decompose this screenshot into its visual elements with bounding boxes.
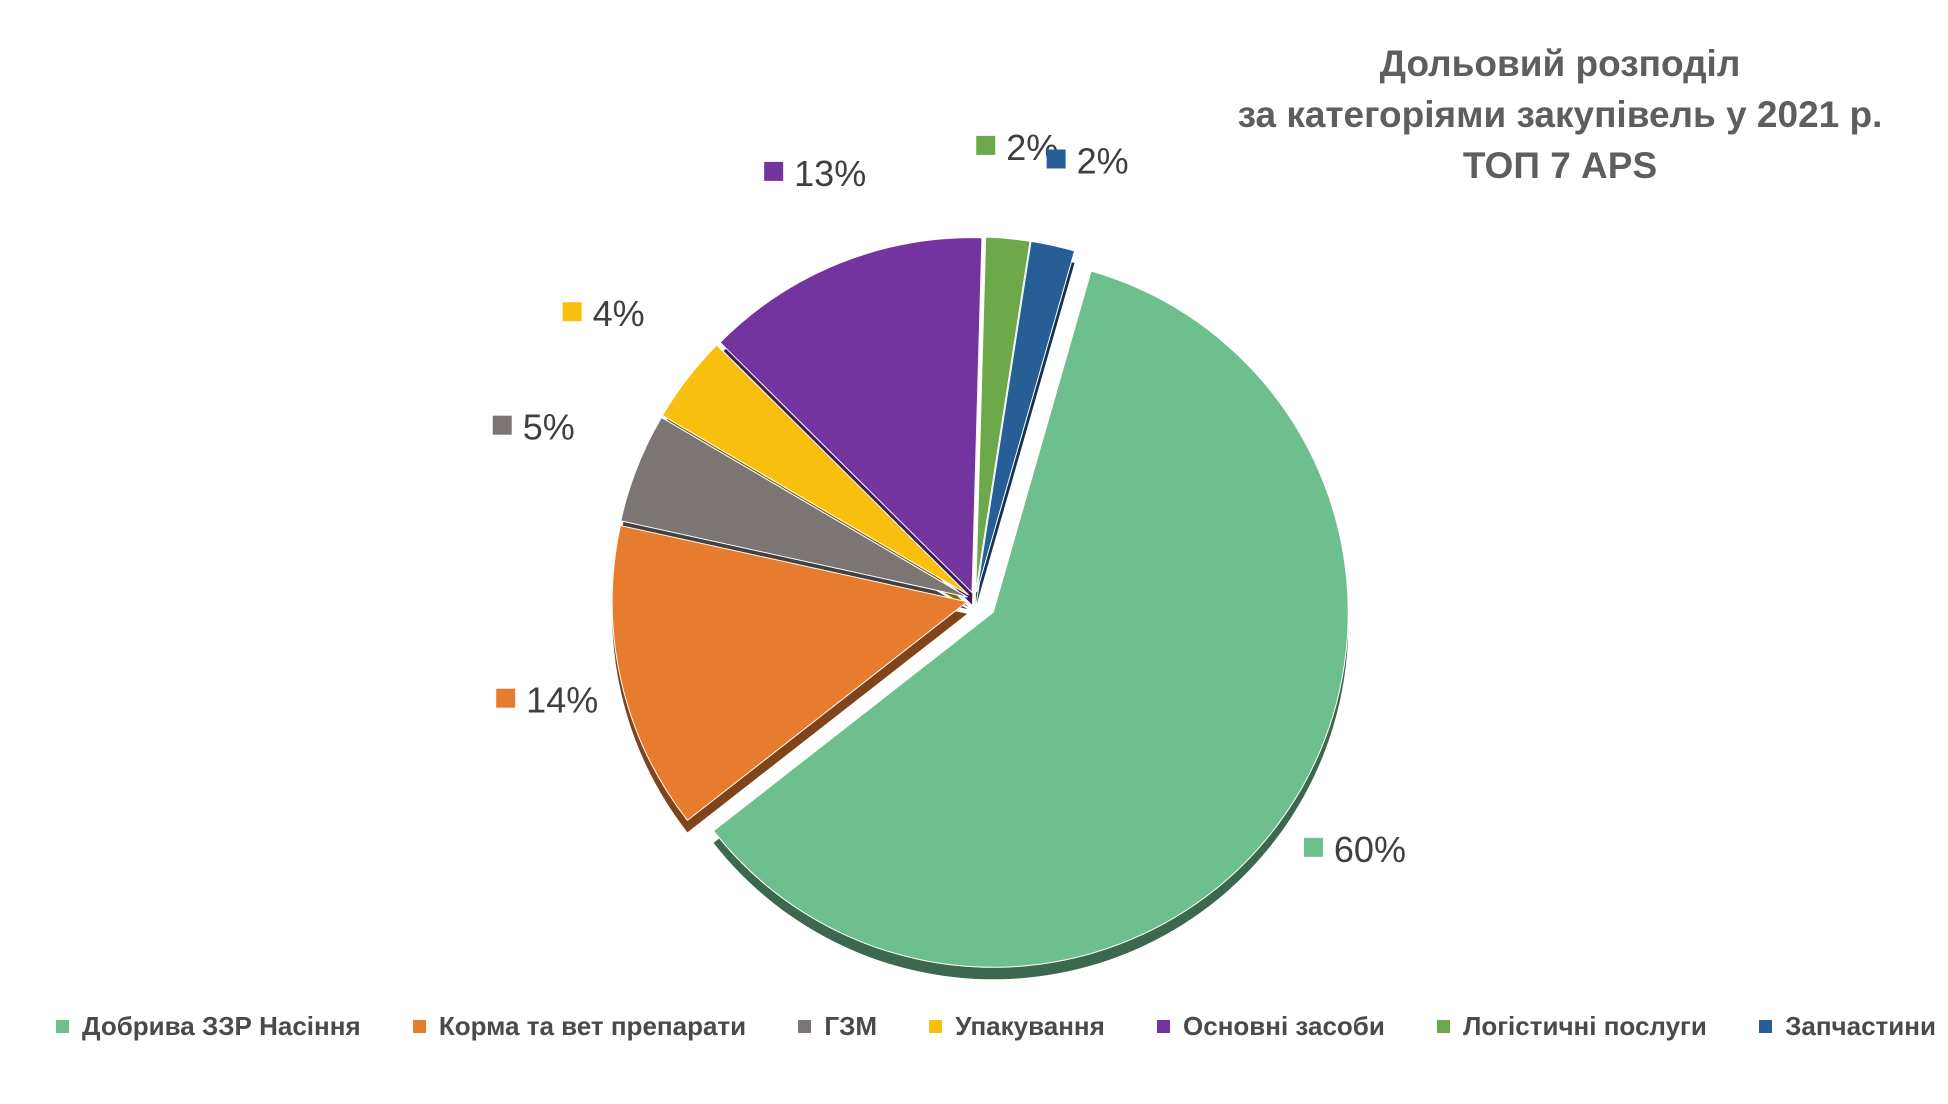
data-label-marker: [976, 135, 996, 155]
legend-item-добрива-ззр-насіння[interactable]: Добрива ЗЗР Насіння: [56, 1011, 361, 1042]
legend-label: Запчастини: [1785, 1010, 1936, 1041]
data-label-корма-та-вет-препарати: 14%: [496, 680, 598, 721]
data-label-запчастини: 2%: [1046, 140, 1129, 181]
data-label-marker: [1046, 149, 1066, 169]
legend-swatch: [1437, 1019, 1451, 1033]
data-label-marker: [764, 161, 784, 181]
legend-swatch: [929, 1019, 943, 1033]
legend-swatch: [56, 1019, 69, 1033]
legend-item-корма-та-вет-препарати[interactable]: Корма та вет препарати: [412, 1010, 747, 1042]
data-label-text: 4%: [593, 293, 645, 334]
chart-legend: Добрива ЗЗР Насіння Корма та вет препарат…: [56, 1006, 1936, 1046]
legend-label: Корма та вет препарати: [438, 1010, 747, 1041]
data-label-основні-засоби: 13%: [764, 153, 866, 194]
data-label-text: 2%: [1077, 140, 1129, 181]
pie-chart: 60% 14% 5% 4% 13% 2% 2%: [492, 127, 1406, 980]
data-label-добрива-ззр-насіння: 60%: [1303, 829, 1406, 870]
pie-slice-запчастини[interactable]: [976, 240, 1076, 593]
legend-item-логістичні-послуги[interactable]: Логістичні послуги: [1437, 1011, 1707, 1042]
pie-slice-основні-засоби[interactable]: [719, 237, 983, 594]
data-label-marker: [492, 415, 512, 435]
pie-slice-гзм[interactable]: [620, 416, 968, 598]
chart-title-line-1: Дольовий розподіл: [1379, 43, 1741, 84]
data-label-text: 5%: [523, 407, 575, 448]
legend-label: Упакування: [955, 1010, 1105, 1041]
chart-title-line-3: ТОП 7 APS: [1462, 145, 1658, 186]
pie-slice-логістичні-послуги[interactable]: [975, 236, 1031, 593]
legend-item-упакування[interactable]: Упакування: [929, 1011, 1105, 1042]
data-label-text: 13%: [794, 153, 866, 194]
chart-title: Дольовий розподіл за категоріями закупів…: [1230, 38, 1890, 191]
data-label-text: 60%: [1334, 829, 1406, 870]
data-label-text: 14%: [526, 680, 598, 721]
legend-item-гзм[interactable]: ГЗМ: [798, 1011, 877, 1042]
legend-label: Добрива ЗЗР Насіння: [82, 1010, 361, 1041]
legend-swatch: [1157, 1019, 1171, 1033]
legend-item-запчастини[interactable]: Запчастини: [1759, 1011, 1936, 1042]
legend-label: Основні засоби: [1183, 1010, 1385, 1041]
data-label-marker: [496, 688, 516, 708]
legend-swatch: [798, 1019, 812, 1033]
pie-slice-добрива-ззр-насіння[interactable]: [712, 270, 1349, 968]
data-label-marker: [562, 302, 582, 322]
pie-slice-корма-та-вет-препарати[interactable]: [611, 524, 969, 822]
data-label-упакування: 4%: [562, 293, 645, 334]
legend-label: Логістичні послуги: [1463, 1010, 1707, 1041]
data-label-marker: [1303, 837, 1323, 857]
chart-title-line-2: за категоріями закупівель у 2021 р.: [1237, 94, 1883, 135]
legend-swatch: [1759, 1019, 1773, 1033]
legend-label: ГЗМ: [824, 1010, 878, 1041]
data-label-логістичні-послуги: 2%: [976, 127, 1058, 168]
legend-swatch: [412, 1019, 426, 1033]
legend-item-основні-засоби[interactable]: Основні засоби: [1157, 1011, 1385, 1042]
data-label-гзм: 5%: [492, 407, 575, 448]
pie-slice-depth-запчастини: [976, 253, 1075, 605]
pie-slice-упакування[interactable]: [661, 344, 970, 596]
